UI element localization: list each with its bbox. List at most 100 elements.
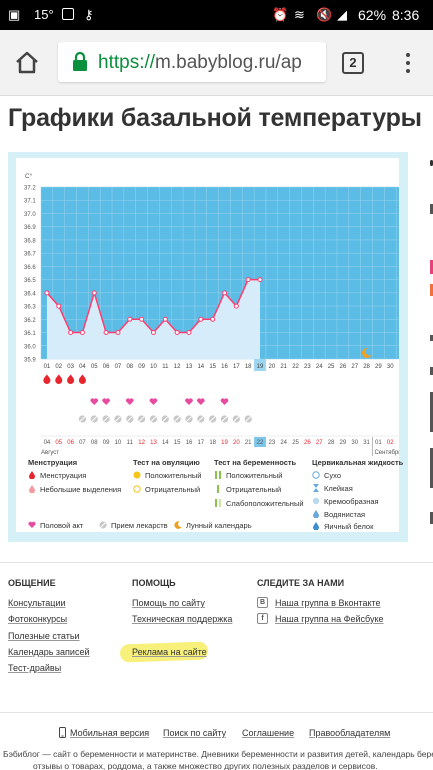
calendar-date: 02: [387, 440, 394, 446]
temperature-point: [44, 290, 50, 296]
calendar-date: 12: [138, 440, 145, 446]
intercourse-marker: [197, 398, 205, 405]
month-label-left: Август: [41, 450, 59, 456]
day-label: 18: [245, 364, 252, 370]
calendar-date: 22: [257, 440, 264, 446]
intercourse-marker: [126, 398, 134, 405]
menstruation-marker: [78, 374, 86, 384]
day-label: 03: [67, 364, 74, 370]
footer-link-facebook[interactable]: Наша группа на Фейсбуке: [275, 614, 384, 624]
calendar-date: 19: [221, 440, 228, 446]
footer-link-consultations[interactable]: Консультации: [8, 598, 66, 608]
legend-cervical-dry: Сухо: [324, 471, 342, 480]
side-panel-edge: [414, 152, 433, 542]
menstruation-marker: [55, 374, 63, 384]
home-icon[interactable]: [14, 50, 40, 74]
url-bar[interactable]: https://m.babyblog.ru/ap: [58, 42, 326, 82]
calendar-date: 11: [127, 440, 134, 446]
intercourse-marker: [90, 398, 99, 405]
tab-switcher-button[interactable]: 2: [342, 52, 364, 74]
footer-link-photo-contests[interactable]: Фотоконкурсы: [8, 614, 68, 624]
day-label: 19: [257, 364, 264, 370]
footer-link-help[interactable]: Помощь по сайту: [132, 598, 205, 608]
legend-cervical-creamy: Кремообразная: [324, 497, 379, 506]
legend-lunar: Лунный календарь: [186, 521, 252, 530]
temperature-point: [127, 316, 133, 322]
day-label: 25: [328, 364, 335, 370]
more-menu-icon[interactable]: [398, 50, 418, 76]
day-label: 17: [233, 364, 240, 370]
footer-link-copyright[interactable]: Правообладателям: [309, 728, 391, 738]
y-tick-label: 36.4: [24, 291, 36, 297]
legend-menstruation-title: Менструация: [28, 458, 78, 467]
mobile-icon: [59, 727, 66, 738]
footer-col2-title: ПОМОЩЬ: [132, 578, 176, 588]
day-label: 27: [351, 364, 358, 370]
temperature-point: [222, 290, 227, 296]
weather-temperature: 15°: [34, 7, 54, 22]
clock: 8:36: [392, 7, 420, 23]
calendar-date: 23: [269, 440, 276, 446]
browser-toolbar: https://m.babyblog.ru/ap 2: [0, 30, 433, 96]
temperature-point: [174, 330, 180, 336]
site-description-line2: отзывы о товарах, роддома, а также множе…: [33, 761, 378, 770]
temperature-point: [103, 330, 109, 336]
day-label: 08: [126, 364, 133, 370]
temperature-point: [186, 330, 192, 336]
alarm-icon: ⏰: [272, 7, 289, 22]
legend-pregnancy-positive: Положительный: [226, 471, 283, 480]
calendar-date: 13: [150, 440, 157, 446]
medication-marker-stroke: [79, 416, 86, 422]
footer-col1-title: ОБЩЕНИЕ: [8, 578, 56, 588]
y-tick-label: 36.6: [24, 265, 36, 271]
day-label: 24: [316, 364, 323, 370]
legend-ovulation-negative: Отрицательный: [145, 485, 201, 494]
footer-link-agreement[interactable]: Соглашение: [242, 728, 295, 738]
menstruation-marker: [67, 374, 75, 384]
y-axis-label: C°: [25, 172, 33, 180]
day-label: 22: [292, 364, 299, 370]
legend-pregnancy-negative: Отрицательный: [226, 485, 282, 494]
legend-menstruation-item: Менструация: [40, 471, 87, 480]
footer-link-mobile-version[interactable]: Мобильная версия: [70, 728, 150, 738]
lock-icon: [73, 52, 87, 71]
day-label: 06: [103, 364, 110, 370]
sticky-icon: [313, 484, 319, 492]
footer-col3-title: СЛЕДИТЕ ЗА НАМИ: [257, 578, 345, 588]
temperature-point: [150, 330, 156, 336]
moon-icon: [361, 347, 372, 358]
legend-cervical-sticky: Клейкая: [324, 484, 353, 493]
footer-link-advertising[interactable]: Реклама на сайте: [132, 647, 207, 657]
footer-link-calendar[interactable]: Календарь записей: [8, 647, 90, 657]
day-label: 01: [44, 364, 51, 370]
intercourse-marker: [149, 398, 158, 405]
footer-link-vk[interactable]: Наша группа в Вконтакте: [275, 598, 381, 608]
footer-link-support[interactable]: Техническая поддержка: [132, 614, 233, 624]
medication-marker-stroke: [150, 416, 157, 422]
intercourse-marker: [185, 398, 193, 405]
medication-marker-stroke: [174, 416, 180, 422]
temperature-point: [198, 316, 204, 322]
footer-link-search[interactable]: Поиск по сайту: [163, 728, 227, 738]
y-tick-label: 37.0: [24, 212, 36, 218]
dry-icon: [312, 471, 320, 479]
egg-white-icon: [313, 522, 319, 530]
calendar-date: 15: [174, 440, 181, 446]
medication-marker-stroke: [91, 416, 98, 422]
temperature-point: [245, 277, 251, 283]
calendar-date: 16: [186, 440, 193, 446]
gallery-icon: [62, 8, 74, 23]
notification-icon: ▣: [8, 7, 21, 22]
calendar-date: 04: [44, 440, 51, 446]
calendar-date: 26: [304, 440, 311, 446]
medication-marker-stroke: [115, 416, 121, 422]
footer-link-articles[interactable]: Полезные статьи: [8, 631, 80, 641]
battery-level: 62%: [358, 7, 387, 23]
day-label: 12: [174, 364, 181, 370]
calendar-date: 06: [67, 440, 74, 446]
footer-link-test-drives[interactable]: Тест-драйвы: [8, 663, 62, 673]
calendar-date: 10: [115, 440, 122, 446]
medication-marker-stroke: [221, 416, 228, 422]
day-label: 02: [55, 364, 62, 370]
day-label: 07: [115, 364, 122, 370]
